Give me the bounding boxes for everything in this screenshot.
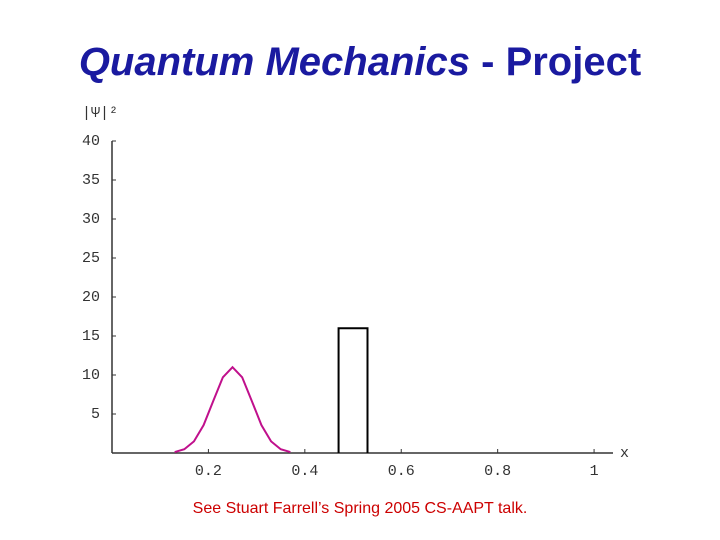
x-tick-label: 1 [590,463,599,480]
x-tick-label: 0.2 [195,463,222,480]
y-tick-label: 10 [82,367,100,384]
slide-title: Quantum Mechanics - Project [0,40,720,85]
x-tick-label: 0.6 [388,463,415,480]
x-tick-label: 0.4 [291,463,318,480]
y-tick-label: 40 [82,133,100,150]
y-tick-label: 15 [82,328,100,345]
x-tick-label: 0.8 [484,463,511,480]
title-rest: - Project [470,40,642,84]
caption: See Stuart Farrell’s Spring 2005 CS-AAPT… [192,500,528,517]
data-line [174,365,291,454]
y-tick-label: 20 [82,289,100,306]
y-axis-label: |Ψ|² [82,105,118,122]
data-line [337,327,369,453]
y-tick-label: 5 [91,406,100,423]
y-tick-label: 25 [82,250,100,267]
y-tick-label: 35 [82,172,100,189]
x-axis-label: x [620,445,629,462]
title-emphasis: Quantum Mechanics [78,40,471,84]
y-tick-label: 30 [82,211,100,228]
